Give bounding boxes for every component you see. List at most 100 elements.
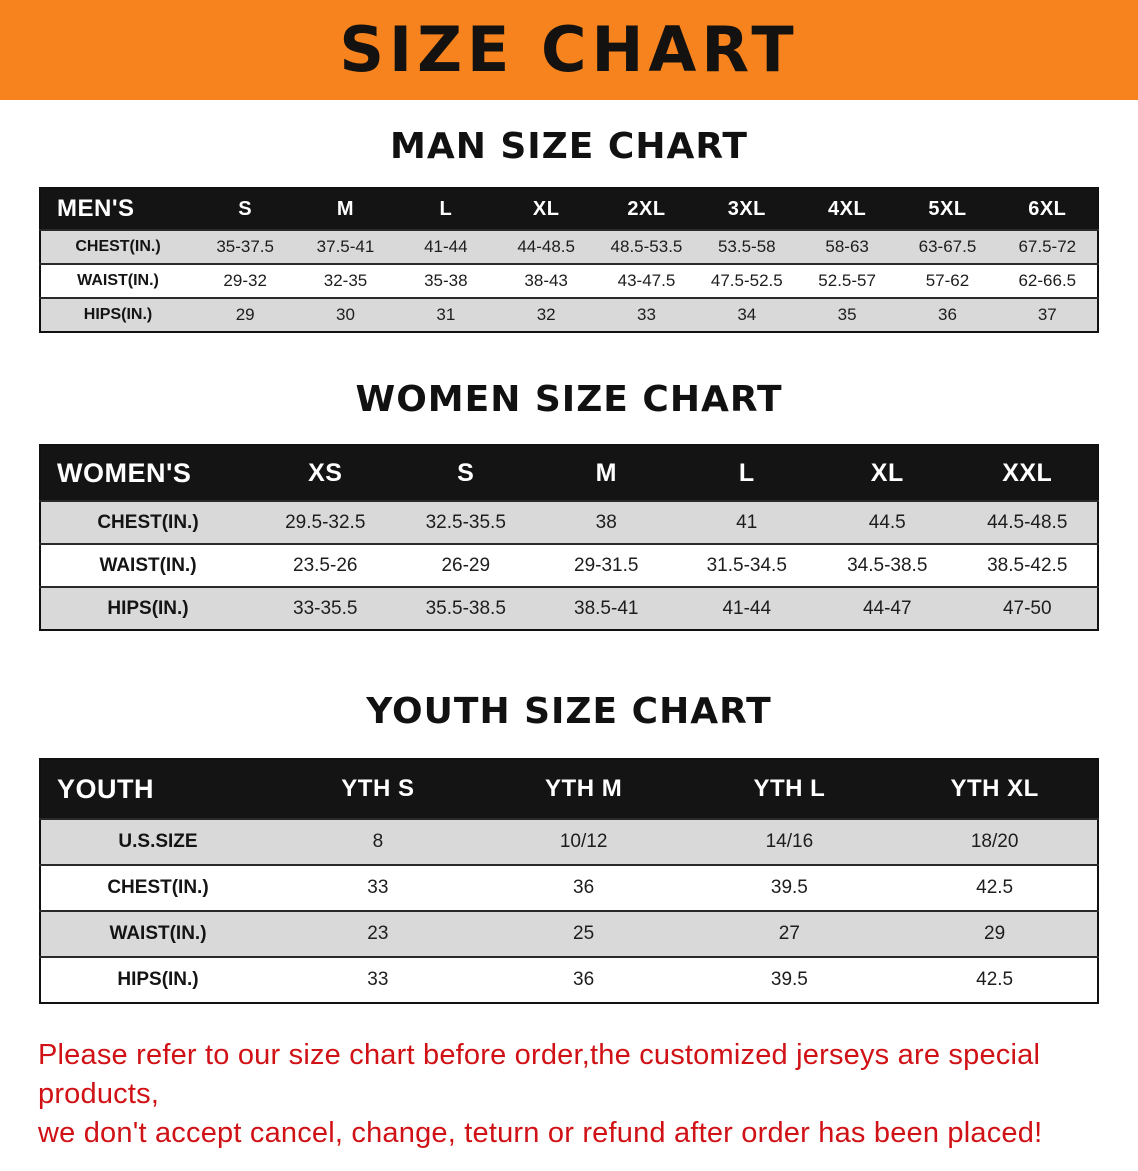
disclaimer-line1: Please refer to our size chart before or… — [38, 1039, 1041, 1111]
size-value-cell: 32 — [536, 305, 556, 324]
table-row: WAIST(IN.) 29-32 32-35 35-38 38-43 43-47.5 47.… — [40, 264, 1098, 298]
table-row: WAIST(IN.) 23.5-26 26-29 29-31.5 31.5-34.5 34… — [40, 544, 1098, 587]
size-value-cell: 53.5-58 — [717, 237, 776, 256]
size-value-cell: 44-47 — [862, 597, 912, 619]
header-row: MEN'S S M L XL 2XL 3XL 4XL 5XL 6XL — [40, 188, 1098, 230]
size-chart-banner: SIZE CHART — [0, 0, 1138, 100]
size-value-cell: 57-62 — [925, 271, 970, 290]
size-value-cell: 31.5-34.5 — [706, 554, 787, 576]
size-value-cell: 39.5 — [770, 969, 808, 990]
size-value-cell: 42.5 — [976, 969, 1014, 990]
size-value-cell: 52.5-57 — [818, 271, 876, 290]
table-row: HIPS(IN.) 29 30 31 32 33 34 35 36 37 — [40, 298, 1098, 332]
row-label: CHEST(IN.) — [97, 511, 199, 533]
size-value-cell: 58-63 — [825, 237, 869, 256]
size-value-cell: 36 — [938, 305, 957, 324]
row-label: U.S.SIZE — [118, 831, 198, 852]
size-value-cell: 33 — [367, 877, 389, 898]
size-column-header: XS — [308, 458, 343, 487]
size-column-header: S — [238, 197, 253, 220]
size-value-cell: 8 — [372, 831, 384, 852]
size-value-cell: 18/20 — [970, 831, 1019, 852]
size-value-cell: 23 — [367, 923, 389, 944]
size-value-cell: 35-38 — [424, 271, 468, 290]
size-value-cell: 32-35 — [323, 271, 368, 290]
size-value-cell: 26-29 — [441, 554, 491, 576]
size-value-cell: 34 — [737, 305, 757, 324]
disclaimer-line2: we don't accept cancel, change, teturn o… — [38, 1117, 1043, 1150]
size-column-header: 5XL — [928, 197, 967, 220]
size-value-cell: 35-37.5 — [216, 237, 274, 256]
men-size-table: MEN'S S M L XL 2XL 3XL 4XL 5XL 6XL CHEST(IN.) 35-37… — [39, 187, 1099, 333]
size-column-header: XL — [870, 458, 904, 487]
table-row: CHEST(IN.) 29.5-32.5 32.5-35.5 38 41 44.5 44.5… — [40, 501, 1098, 544]
size-value-cell: 29-31.5 — [574, 554, 639, 576]
size-value-cell: 30 — [336, 305, 355, 324]
size-value-cell: 43-47.5 — [617, 271, 676, 290]
size-value-cell: 48.5-53.5 — [610, 237, 683, 256]
size-column-header: YTH L — [753, 775, 826, 802]
size-value-cell: 29 — [984, 923, 1006, 944]
row-label: WAIST(IN.) — [109, 923, 207, 944]
youth-table-header: YOUTH YTH S YTH M YTH L YTH XL — [40, 759, 1098, 819]
size-column-header: YTH S — [341, 775, 415, 802]
size-value-cell: 38.5-41 — [574, 597, 639, 619]
size-value-cell: 32.5-35.5 — [425, 511, 506, 533]
header-row: WOMEN'S XS S M L XL XXL — [40, 445, 1098, 501]
size-value-cell: 41-44 — [424, 237, 468, 256]
size-value-cell: 36 — [573, 877, 595, 898]
size-value-cell: 44.5-48.5 — [987, 511, 1068, 533]
size-column-header: M — [336, 197, 355, 220]
size-value-cell: 38-43 — [524, 271, 568, 290]
size-column-header: YTH M — [545, 775, 623, 802]
size-column-header: 3XL — [727, 197, 766, 220]
table-row: U.S.SIZE 8 10/12 14/16 18/20 — [40, 819, 1098, 865]
size-value-cell: 44.5 — [868, 511, 906, 533]
size-value-cell: 47-50 — [1002, 597, 1052, 619]
row-label: WAIST(IN.) — [77, 272, 159, 289]
table-row: CHEST(IN.) 33 36 39.5 42.5 — [40, 865, 1098, 911]
size-value-cell: 27 — [778, 923, 800, 944]
table-group-label: WOMEN'S — [57, 457, 192, 488]
table-group-label: MEN'S — [57, 195, 135, 222]
size-value-cell: 29 — [235, 305, 255, 324]
women-table-header: WOMEN'S XS S M L XL XXL — [40, 445, 1098, 501]
youth-size-section: YOUTH SIZE CHART YOUTH YTH S YTH M YTH L YTH … — [0, 691, 1138, 1004]
size-value-cell: 25 — [573, 923, 595, 944]
youth-size-table: YOUTH YTH S YTH M YTH L YTH XL U.S.SIZE 8 10/12… — [39, 758, 1099, 1004]
size-column-header: L — [439, 197, 453, 220]
size-value-cell: 41-44 — [722, 597, 772, 619]
size-value-cell: 34.5-38.5 — [847, 554, 928, 576]
size-column-header: S — [457, 458, 475, 487]
size-value-cell: 67.5-72 — [1018, 237, 1077, 256]
men-size-section: MAN SIZE CHART MEN'S S M L XL 2XL 3XL 4XL 5XL 6XL C… — [0, 126, 1138, 333]
size-value-cell: 33-35.5 — [293, 597, 358, 619]
size-value-cell: 39.5 — [770, 877, 808, 898]
row-label: CHEST(IN.) — [75, 238, 161, 255]
size-value-cell: 63-67.5 — [918, 237, 977, 256]
size-column-header: M — [595, 458, 617, 487]
size-value-cell: 38.5-42.5 — [987, 554, 1068, 576]
row-label: HIPS(IN.) — [83, 306, 153, 323]
banner-title: SIZE CHART — [339, 13, 799, 86]
header-row: YOUTH YTH S YTH M YTH L YTH XL — [40, 759, 1098, 819]
size-value-cell: 29-32 — [223, 271, 267, 290]
size-value-cell: 35.5-38.5 — [425, 597, 506, 619]
section-heading: MAN SIZE CHART — [390, 126, 748, 167]
table-row: CHEST(IN.) 35-37.5 37.5-41 41-44 44-48.5 48.5… — [40, 230, 1098, 264]
size-value-cell: 38 — [595, 511, 617, 533]
size-column-header: 4XL — [828, 197, 867, 220]
size-column-header: 6XL — [1028, 197, 1067, 220]
size-value-cell: 62-66.5 — [1018, 271, 1077, 290]
size-value-cell: 37.5-41 — [316, 237, 375, 256]
size-value-cell: 47.5-52.5 — [710, 271, 783, 290]
size-value-cell: 14/16 — [765, 831, 814, 852]
size-value-cell: 42.5 — [976, 877, 1014, 898]
size-column-header: 2XL — [627, 197, 666, 220]
size-column-header: L — [738, 458, 755, 487]
size-column-header: XL — [532, 197, 560, 220]
row-label: HIPS(IN.) — [107, 597, 189, 619]
youth-table-body: U.S.SIZE 8 10/12 14/16 18/20 CHEST(IN.) 33 36 39… — [40, 819, 1098, 1003]
table-row: HIPS(IN.) 33-35.5 35.5-38.5 38.5-41 41-44 44-… — [40, 587, 1098, 630]
size-column-header: YTH XL — [950, 775, 1039, 802]
